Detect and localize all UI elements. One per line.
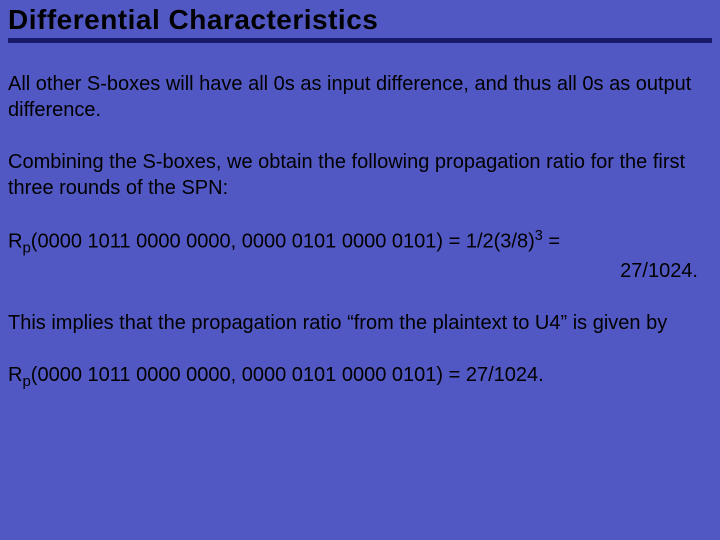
slide-title: Differential Characteristics xyxy=(8,4,712,43)
formula2-prefix: R xyxy=(8,364,22,386)
formula1-exponent: 3 xyxy=(535,228,543,244)
paragraph-1: All other S-boxes will have all 0s as in… xyxy=(8,71,712,123)
paragraph-3: This implies that the propagation ratio … xyxy=(8,310,712,336)
formula1-prefix: R xyxy=(8,231,22,253)
formula1-line2: 27/1024. xyxy=(8,258,712,284)
formula-1: Rp(0000 1011 0000 0000, 0000 0101 0000 0… xyxy=(8,227,712,284)
formula2-subscript: p xyxy=(22,373,30,390)
slide: Differential Characteristics All other S… xyxy=(0,0,720,540)
formula-2: Rp(0000 1011 0000 0000, 0000 0101 0000 0… xyxy=(8,362,712,392)
paragraph-2: Combining the S-boxes, we obtain the fol… xyxy=(8,149,712,201)
formula1-args: (0000 1011 0000 0000, 0000 0101 0000 010… xyxy=(31,231,535,253)
formula1-subscript: p xyxy=(22,240,30,257)
formula2-text: (0000 1011 0000 0000, 0000 0101 0000 010… xyxy=(31,364,544,386)
formula1-tail: = xyxy=(543,231,560,253)
